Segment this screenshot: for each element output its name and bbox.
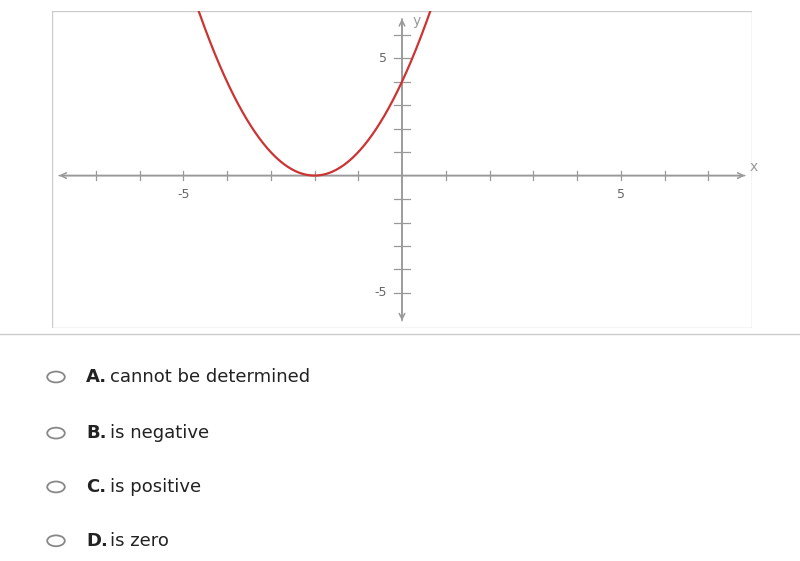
Text: cannot be determined: cannot be determined — [110, 368, 310, 386]
Text: C.: C. — [86, 478, 106, 496]
Text: y: y — [413, 13, 421, 27]
Text: is positive: is positive — [110, 478, 202, 496]
Text: is zero: is zero — [110, 532, 170, 550]
Text: B.: B. — [86, 424, 107, 442]
Text: -5: -5 — [374, 287, 386, 300]
Text: 5: 5 — [617, 188, 625, 201]
Text: 5: 5 — [378, 52, 386, 65]
Text: A.: A. — [86, 368, 107, 386]
Text: is negative: is negative — [110, 424, 210, 442]
Text: -5: -5 — [177, 188, 190, 201]
Bar — [52, 11, 752, 328]
Text: x: x — [750, 160, 758, 174]
Text: D.: D. — [86, 532, 108, 550]
